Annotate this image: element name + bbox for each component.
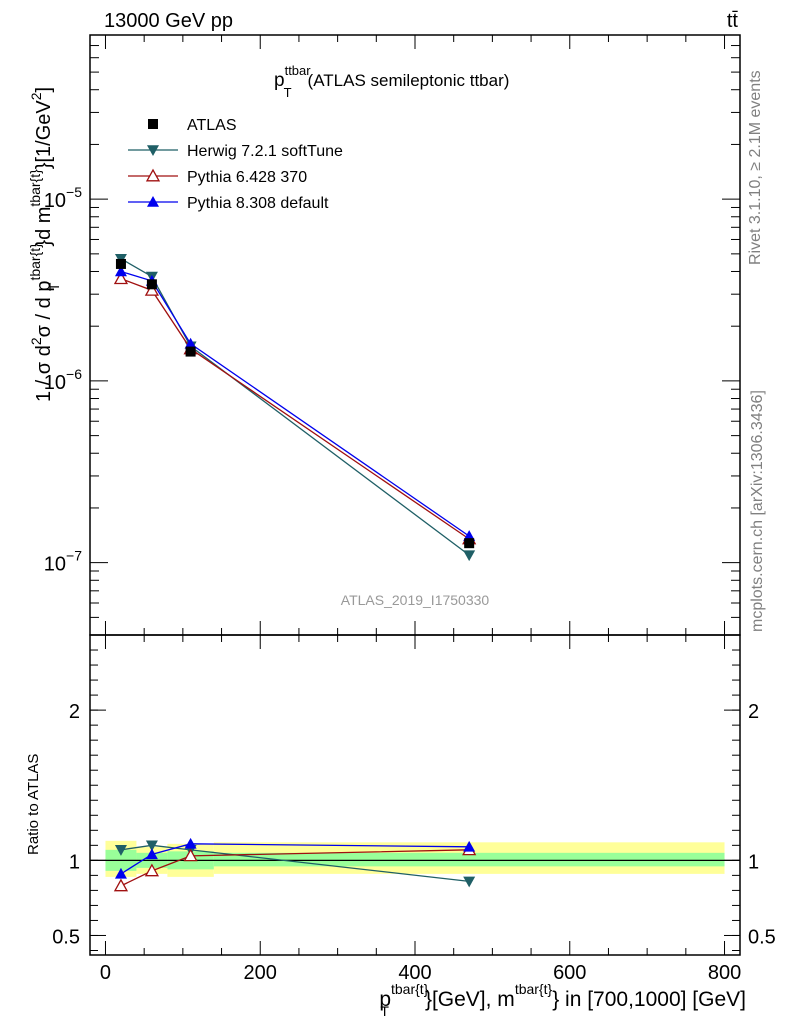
ratio-y-tick-label: 2 bbox=[69, 701, 80, 723]
herwig-7-2-1-softtune-point bbox=[463, 550, 476, 562]
x-axis-label: ptbar{t} T}[GeV], mtbar{t}} in [700,1000]… bbox=[379, 981, 746, 1019]
ratio-pythia-6-428-370-point bbox=[144, 863, 160, 877]
top-y-tick-label: 10−6 bbox=[44, 366, 82, 394]
x-tick-label: 0 bbox=[100, 962, 111, 984]
legend-label-herwig-7-2-1-softtune: Herwig 7.2.1 softTune bbox=[187, 143, 343, 160]
main-plot-panel: 10−7 10−6 10−5 pttbar T(ATLAS semileptonic … bbox=[27, 34, 741, 636]
herwig-7-2-1-softtune-line bbox=[120, 258, 470, 556]
atlas-point bbox=[185, 346, 196, 357]
atlas-point bbox=[464, 538, 475, 549]
ratio-herwig-7-2-1-softtune-point bbox=[463, 876, 476, 888]
ratio-herwig-7-2-1-softtune-line bbox=[120, 844, 470, 883]
ratio-y-tick-label-right: 1 bbox=[748, 851, 759, 873]
rivet-version-label: Rivet 3.1.10, ≥ 2.1M events bbox=[747, 70, 764, 265]
main-plot-series bbox=[113, 253, 477, 562]
pythia-8-308-default-line bbox=[120, 270, 470, 537]
legend-marker-pythia-6-428-370 bbox=[145, 168, 161, 182]
ratio-plot-series bbox=[113, 837, 477, 892]
pythia-6-428-370-line bbox=[120, 278, 470, 540]
ratio-y-axis-label: Ratio to ATLAS bbox=[25, 754, 42, 855]
plot-title: pttbar T(ATLAS semileptonic ttbar) bbox=[274, 63, 509, 100]
ratio-pythia-6-428-370-point bbox=[113, 878, 129, 892]
ratio-plot-ticks: 0.5 0.5 1 1 2 2 0 200 400 600 800 bbox=[52, 635, 776, 984]
ratio-y-tick-label-right: 0.5 bbox=[748, 926, 776, 948]
analysis-watermark: ATLAS_2019_I1750330 bbox=[341, 592, 490, 608]
atlas-point bbox=[146, 279, 157, 290]
ratio-y-tick-label-right: 2 bbox=[748, 701, 759, 723]
ratio-y-tick-label: 1 bbox=[69, 851, 80, 873]
legend-marker-pythia-8-308-default bbox=[147, 196, 159, 207]
pythia-8-308-default-point bbox=[184, 337, 197, 349]
legend-label-pythia-8-308-default: Pythia 8.308 default bbox=[187, 195, 329, 212]
ratio-pythia-6-428-370-point bbox=[183, 848, 198, 862]
atlas-point bbox=[115, 258, 126, 269]
ratio-pythia-8-308-default-point bbox=[463, 840, 476, 852]
ratio-y-tick-label: 0.5 bbox=[52, 926, 80, 948]
x-tick-label: 800 bbox=[708, 962, 741, 984]
legend-marker-herwig-7-2-1-softtune bbox=[147, 145, 159, 156]
top-y-tick-label: 10−5 bbox=[44, 184, 82, 212]
ratio-plot-frame bbox=[89, 634, 741, 956]
x-tick-label: 600 bbox=[553, 962, 586, 984]
legend-label-atlas: ATLAS bbox=[187, 117, 237, 134]
legend: ATLAS Herwig 7.2.1 softTune Pythia 6.428 3… bbox=[128, 117, 343, 212]
pythia-6-428-370-point bbox=[144, 282, 160, 296]
x-tick-label: 200 bbox=[244, 962, 277, 984]
ratio-herwig-7-2-1-softtune-point bbox=[145, 840, 158, 852]
top-y-tick-label: 10−7 bbox=[44, 548, 82, 576]
energy-label: 13000 GeV pp bbox=[104, 10, 233, 32]
legend-marker-atlas bbox=[148, 119, 158, 129]
stat-band bbox=[213, 852, 725, 867]
top-y-axis-label: 1 / σ d2σ / d ptbar{t}T}d mtbar{t}}[1/Ge… bbox=[27, 87, 62, 402]
legend-label-pythia-6-428-370: Pythia 6.428 370 bbox=[187, 169, 307, 186]
x-tick-label: 400 bbox=[398, 962, 431, 984]
main-plot-ticks: 10−7 10−6 10−5 bbox=[44, 34, 740, 636]
ratio-pythia-6-428-370-line bbox=[120, 849, 470, 887]
ratio-pythia-8-308-default-line bbox=[120, 843, 470, 875]
pythia-8-308-default-point bbox=[114, 265, 127, 277]
ratio-pythia-8-308-default-point bbox=[184, 837, 197, 849]
process-label: tt̄ bbox=[727, 10, 739, 32]
ratio-herwig-7-2-1-softtune-point bbox=[114, 845, 127, 856]
pythia-6-428-370-point bbox=[113, 271, 129, 285]
ratio-pythia-8-308-default-point bbox=[114, 867, 127, 879]
ratio-pythia-8-308-default-point bbox=[145, 848, 158, 860]
ratio-plot-panel: 0.5 0.5 1 1 2 2 0 200 400 600 800 Ratio to ATLAS p… bbox=[25, 634, 776, 1019]
mcplots-label: mcplots.cern.ch [arXiv:1306.3436] bbox=[749, 390, 766, 632]
